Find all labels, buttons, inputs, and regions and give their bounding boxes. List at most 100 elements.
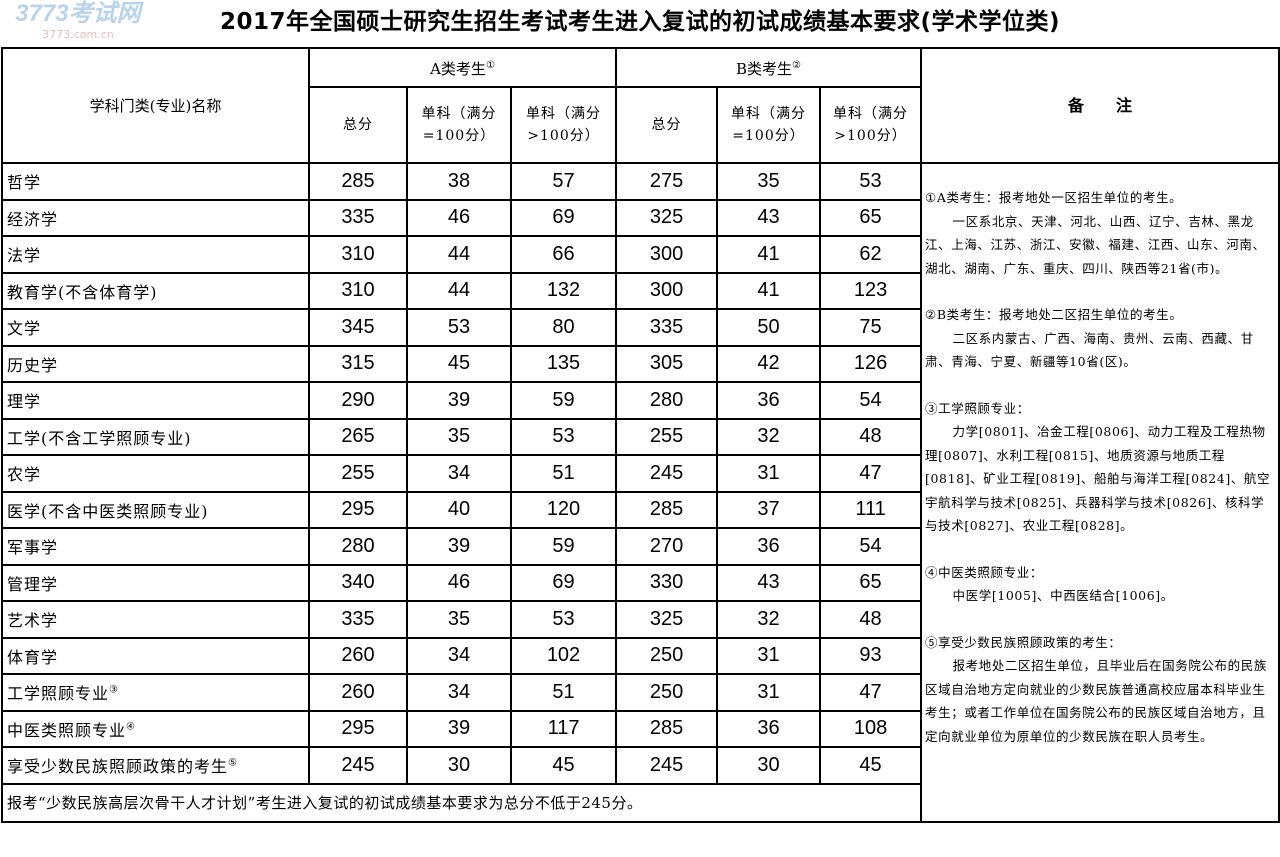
score-a-singlegt100: 135 xyxy=(509,344,618,383)
notes-header: 备 注 xyxy=(920,47,1280,164)
note-head: ④中医类照顾专业： xyxy=(925,564,1043,580)
score-a-singlegt100: 57 xyxy=(509,162,618,201)
score-b-singlegt100: 111 xyxy=(819,490,923,529)
score-b-single100: 43 xyxy=(716,198,822,237)
score-a-single100: 34 xyxy=(406,636,512,675)
score-a-single100: 46 xyxy=(406,563,512,602)
subject-name-text: 管理学 xyxy=(7,574,59,594)
score-a-single100: 39 xyxy=(406,709,512,748)
table-row: 农学 255 34 51 245 31 47 xyxy=(1,454,1279,493)
score-b-total: 300 xyxy=(615,271,719,310)
score-b-total: 245 xyxy=(615,746,719,785)
subject-name-text: 农学 xyxy=(7,465,42,485)
note-gap xyxy=(925,538,1276,561)
score-b-single100: 50 xyxy=(716,308,822,347)
note-item: ④中医类照顾专业： 中医学[1005]、中西医结合[1006]。 xyxy=(925,561,1276,608)
group-b-mark: ② xyxy=(792,60,802,71)
table-row: 教育学(不含体育学) 310 44 132 300 41 123 xyxy=(1,271,1279,310)
footer-row: 报考“少数民族高层次骨干人才计划”考生进入复试的初试成绩基本要求为总分不低于24… xyxy=(0,782,1279,823)
score-a-single100: 35 xyxy=(406,600,512,639)
score-b-singlegt100: 48 xyxy=(819,417,923,456)
score-b-total: 285 xyxy=(615,490,719,529)
score-b-total: 250 xyxy=(615,636,719,675)
score-a-total: 335 xyxy=(308,600,408,639)
subject-name-text: 哲学 xyxy=(7,173,42,193)
b-total-header: 总分 xyxy=(615,86,719,164)
score-a-total: 255 xyxy=(308,454,408,493)
subject-name-text: 文学 xyxy=(7,319,42,339)
score-b-single100: 31 xyxy=(716,636,822,675)
table-row: 艺术学 335 35 53 325 32 48 xyxy=(1,600,1279,639)
table-row: 文学 345 53 80 335 50 75 xyxy=(1,308,1279,347)
score-b-total: 270 xyxy=(615,527,719,566)
score-a-total: 280 xyxy=(308,527,408,566)
subject-name: 艺术学 xyxy=(1,600,310,639)
score-a-singlegt100: 117 xyxy=(509,709,618,748)
score-b-single100: 43 xyxy=(716,563,822,602)
score-b-singlegt100: 53 xyxy=(819,162,923,201)
score-b-single100: 36 xyxy=(716,381,822,420)
subject-name: 经济学 xyxy=(1,198,310,237)
note-item: ③工学照顾专业： 力学[0801]、冶金工程[0806]、动力工程及工程热物理[0… xyxy=(925,397,1276,538)
score-a-singlegt100: 53 xyxy=(509,600,618,639)
score-a-singlegt100: 53 xyxy=(509,417,618,456)
score-b-singlegt100: 108 xyxy=(819,709,923,748)
group-a-header: A类考生① xyxy=(307,47,618,88)
group-a-label: A类考生 xyxy=(430,60,486,78)
score-a-singlegt100: 120 xyxy=(509,490,618,529)
table-row: 中医类照顾专业④ 295 39 117 285 36 108 xyxy=(1,709,1279,748)
table-row: 历史学 315 45 135 305 42 126 xyxy=(1,344,1279,383)
subject-name: 教育学(不含体育学) xyxy=(1,271,310,310)
score-a-singlegt100: 45 xyxy=(509,746,618,785)
table-row: 经济学 335 46 69 325 43 65 xyxy=(1,198,1279,237)
score-a-singlegt100: 59 xyxy=(509,381,618,420)
subject-name: 农学 xyxy=(1,454,310,493)
score-a-single100: 46 xyxy=(406,198,512,237)
score-b-total: 300 xyxy=(615,235,719,274)
score-b-singlegt100: 45 xyxy=(819,746,923,785)
notes-cell: ①A类考生：报考地处一区招生单位的考生。 一区系北京、天津、河北、山西、辽宁、吉林… xyxy=(920,162,1280,823)
footer-note: 报考“少数民族高层次骨干人才计划”考生进入复试的初试成绩基本要求为总分不低于24… xyxy=(0,782,923,823)
a-singlegt100-header: 单科（满分>100分） xyxy=(509,86,618,164)
note-item: ①A类考生：报考地处一区招生单位的考生。 一区系北京、天津、河北、山西、辽宁、吉林… xyxy=(925,186,1276,280)
note-head: ②B类考生：报考地处二区招生单位的考生。 xyxy=(925,307,1183,322)
subject-name: 理学 xyxy=(1,381,310,420)
score-b-single100: 30 xyxy=(716,746,822,785)
table-row: 军事学 280 39 59 270 36 54 xyxy=(1,527,1279,566)
note-head: ③工学照顾专业： xyxy=(925,400,1030,416)
score-a-single100: 39 xyxy=(406,381,512,420)
score-b-single100: 32 xyxy=(716,417,822,456)
score-a-single100: 30 xyxy=(406,746,512,785)
score-b-total: 325 xyxy=(615,600,719,639)
score-b-total: 325 xyxy=(615,198,719,237)
note-gap xyxy=(925,374,1276,397)
score-b-single100: 37 xyxy=(716,490,822,529)
table-row: 理学 290 39 59 280 36 54 xyxy=(1,381,1279,420)
score-b-total: 275 xyxy=(615,162,719,201)
score-b-singlegt100: 54 xyxy=(819,527,923,566)
score-a-single100: 34 xyxy=(406,673,512,712)
score-a-singlegt100: 66 xyxy=(509,235,618,274)
subject-name-text: 历史学 xyxy=(7,355,59,375)
score-b-singlegt100: 123 xyxy=(819,271,923,310)
score-b-singlegt100: 54 xyxy=(819,381,923,420)
score-a-singlegt100: 69 xyxy=(509,198,618,237)
score-b-single100: 35 xyxy=(716,162,822,201)
score-a-total: 345 xyxy=(308,308,408,347)
score-a-single100: 38 xyxy=(406,162,512,201)
subject-name-text: 军事学 xyxy=(7,538,59,558)
score-b-total: 245 xyxy=(615,454,719,493)
note-item: ②B类考生：报考地处二区招生单位的考生。二区系内蒙古、广西、海南、贵州、云南、西… xyxy=(925,303,1276,374)
score-a-total: 335 xyxy=(308,198,408,237)
a-total-header: 总分 xyxy=(308,86,408,164)
note-body: 二区系内蒙古、广西、海南、贵州、云南、西藏、甘肃、青海、宁夏、新疆等10省(区)… xyxy=(925,330,1254,370)
score-a-single100: 44 xyxy=(406,271,512,310)
score-b-singlegt100: 75 xyxy=(819,308,923,347)
score-b-singlegt100: 47 xyxy=(819,673,923,712)
score-a-single100: 40 xyxy=(406,490,512,529)
subject-name: 文学 xyxy=(1,308,310,347)
score-b-total: 250 xyxy=(615,673,719,712)
score-a-total: 310 xyxy=(308,271,408,310)
table-row: 医学(不含中医类照顾专业) 295 40 120 285 37 111 xyxy=(1,490,1279,529)
score-b-total: 305 xyxy=(615,344,719,383)
